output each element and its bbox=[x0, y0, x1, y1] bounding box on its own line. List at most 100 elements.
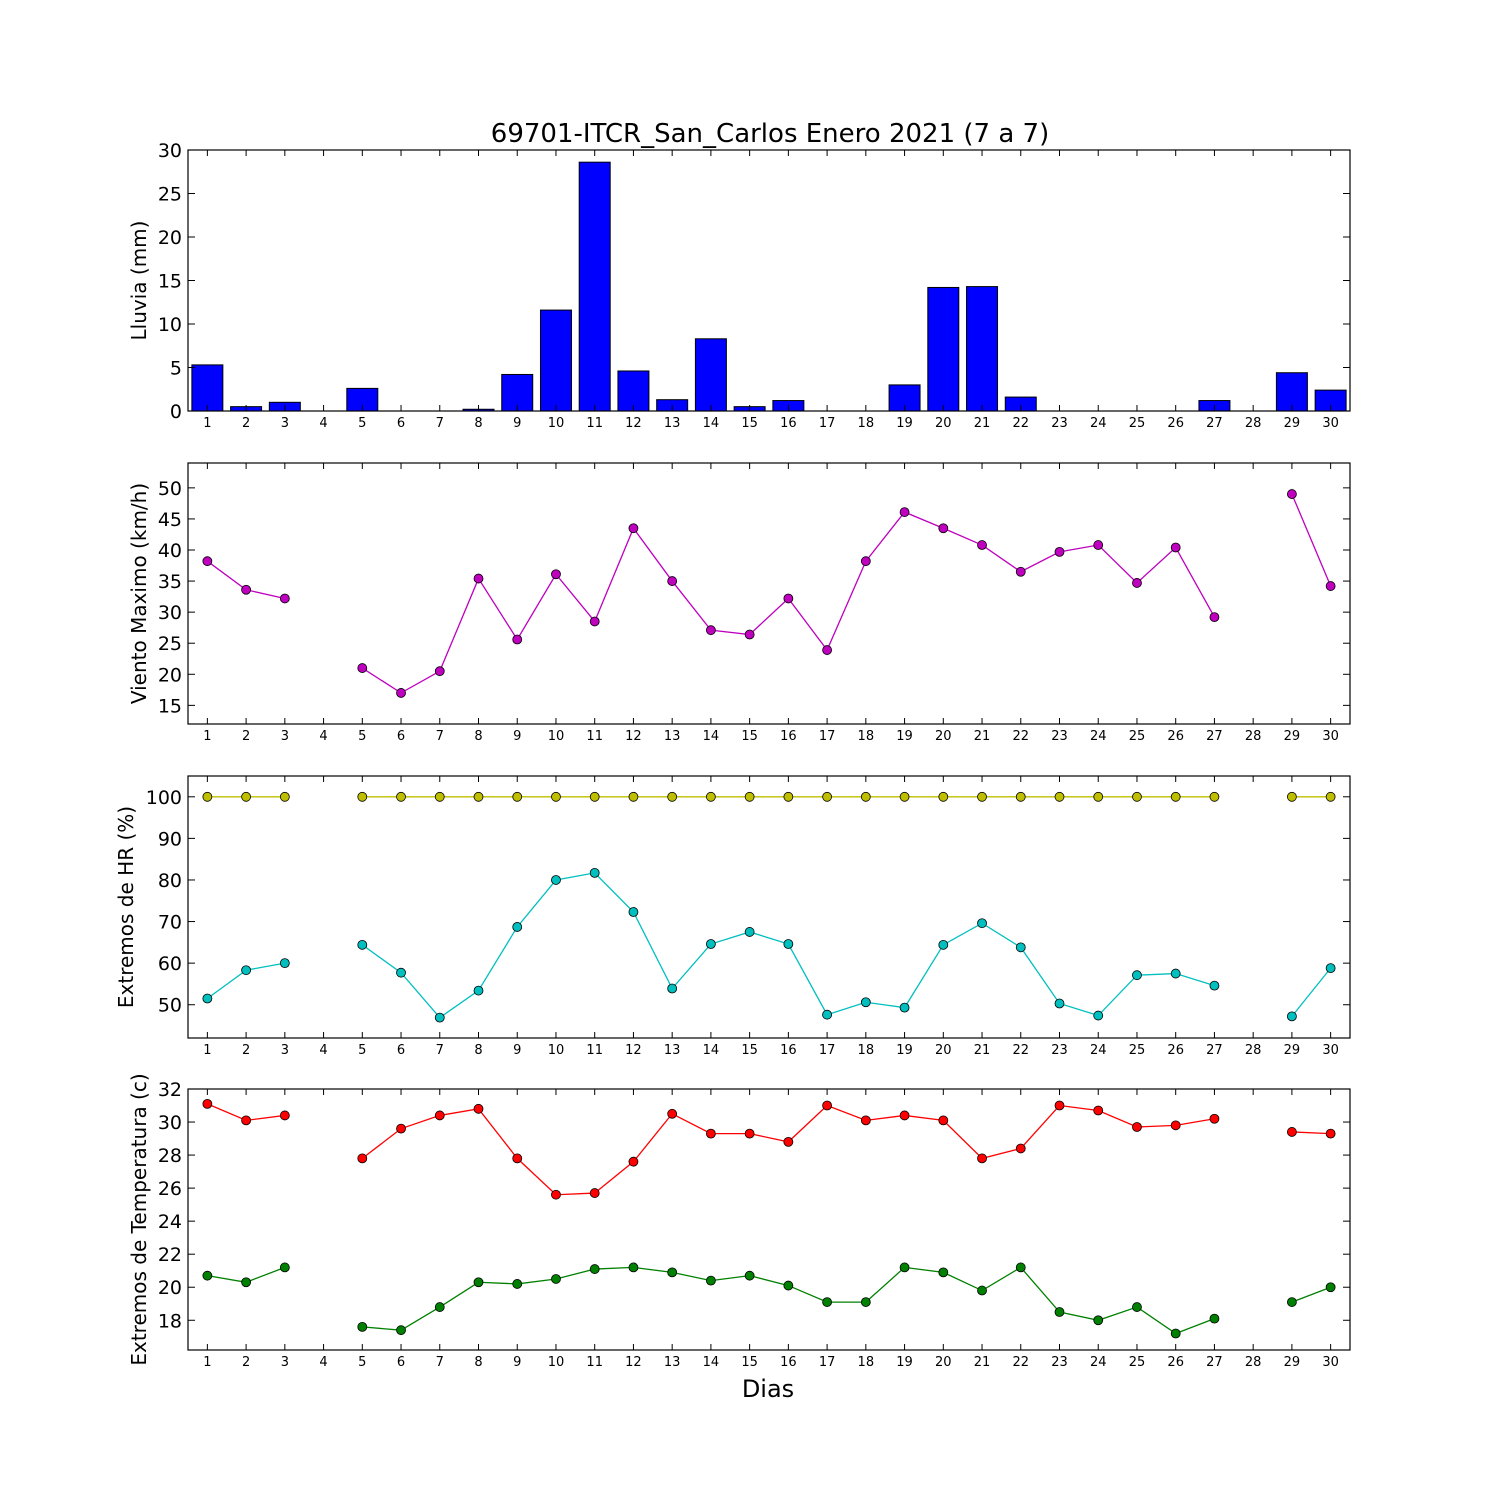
rain-bar-day-21 bbox=[966, 286, 999, 412]
x-tick-label: 22 bbox=[1012, 729, 1029, 744]
hr_max-point-day-23 bbox=[1054, 791, 1065, 802]
x-tick-label: 17 bbox=[819, 1043, 836, 1058]
temp_max-point-day-25 bbox=[1132, 1122, 1142, 1132]
rain-bar-day-14 bbox=[694, 338, 727, 412]
hr_max-point-day-13 bbox=[667, 791, 678, 802]
y-tick-label: 24 bbox=[158, 1211, 182, 1233]
wind-point-day-26 bbox=[1170, 542, 1181, 553]
wind-point-day-11 bbox=[589, 616, 600, 627]
temp_min-point-day-12 bbox=[628, 1262, 639, 1273]
temp_min-point-day-20 bbox=[938, 1267, 949, 1278]
temp_min-point-day-6 bbox=[396, 1325, 406, 1336]
temp_min-point-day-11 bbox=[589, 1264, 600, 1274]
temp_max-point-day-19 bbox=[899, 1110, 910, 1121]
hr_max-point-day-29 bbox=[1287, 791, 1297, 802]
temp_min-point-day-18 bbox=[860, 1297, 871, 1307]
x-tick-label: 17 bbox=[819, 729, 836, 744]
hr_min-point-day-11 bbox=[589, 867, 600, 878]
wind-point-day-22 bbox=[1015, 566, 1026, 577]
x-tick-label: 15 bbox=[741, 1043, 758, 1058]
wind-point-day-16 bbox=[783, 593, 794, 604]
temp_min-point-day-29 bbox=[1287, 1297, 1297, 1307]
x-tick-label: 10 bbox=[548, 1355, 565, 1370]
hr_min-point-day-10 bbox=[551, 875, 561, 885]
wind-panel-frame bbox=[187, 462, 1351, 725]
x-tick-label: 6 bbox=[397, 1355, 405, 1370]
x-tick-label: 15 bbox=[741, 416, 758, 431]
temp_max-line-2 bbox=[1291, 1131, 1331, 1135]
temp_min-point-day-22 bbox=[1015, 1262, 1026, 1273]
wind-point-day-18 bbox=[860, 556, 871, 567]
x-tick-label: 26 bbox=[1167, 729, 1184, 744]
rain-bar-day-12 bbox=[617, 370, 650, 412]
wind-point-day-8 bbox=[473, 573, 484, 584]
hr_max-point-day-9 bbox=[512, 791, 523, 802]
y-tick-label: 70 bbox=[158, 912, 182, 934]
x-tick-label: 20 bbox=[935, 416, 952, 431]
hr_min-point-day-19 bbox=[899, 1002, 910, 1013]
x-tick-label: 24 bbox=[1090, 729, 1107, 744]
x-tick-label: 12 bbox=[625, 1043, 642, 1058]
x-tick-label: 1 bbox=[203, 1043, 211, 1058]
hr_max-point-day-16 bbox=[783, 791, 794, 802]
hr_min-point-day-7 bbox=[434, 1012, 445, 1023]
x-tick-label: 13 bbox=[664, 1355, 681, 1370]
x-tick-label: 26 bbox=[1167, 416, 1184, 431]
hr_min-point-day-18 bbox=[860, 997, 871, 1008]
y-tick-label: 22 bbox=[158, 1244, 182, 1266]
temp_max-point-day-7 bbox=[434, 1110, 445, 1121]
hr_min-point-day-26 bbox=[1170, 968, 1181, 979]
x-tick-label: 29 bbox=[1284, 416, 1301, 431]
x-tick-label: 1 bbox=[203, 416, 211, 431]
x-tick-label: 30 bbox=[1322, 729, 1339, 744]
x-tick-label: 5 bbox=[358, 729, 366, 744]
hr_max-point-day-17 bbox=[822, 791, 832, 802]
y-tick-label: 28 bbox=[158, 1145, 182, 1167]
x-tick-label: 4 bbox=[319, 416, 327, 431]
hr_max-point-day-21 bbox=[977, 791, 987, 802]
x-tick-label: 18 bbox=[858, 729, 875, 744]
x-tick-label: 5 bbox=[358, 1355, 366, 1370]
hr_min-point-day-16 bbox=[783, 939, 794, 949]
wind-point-day-5 bbox=[357, 663, 368, 673]
temp_min-point-day-7 bbox=[434, 1302, 445, 1312]
x-tick-label: 8 bbox=[474, 416, 482, 431]
temp_min-point-day-17 bbox=[822, 1297, 832, 1307]
temp_min-point-day-9 bbox=[512, 1279, 523, 1289]
hr_min-point-day-5 bbox=[357, 939, 368, 950]
x-tick-label: 30 bbox=[1322, 416, 1339, 431]
temp_max-point-day-15 bbox=[744, 1128, 755, 1139]
x-tick-label: 19 bbox=[896, 729, 913, 744]
wind-point-day-7 bbox=[434, 666, 445, 677]
y-tick-label: 15 bbox=[158, 695, 182, 717]
x-tick-label: 15 bbox=[741, 1355, 758, 1370]
x-tick-label: 29 bbox=[1284, 729, 1301, 744]
hr_min-point-day-3 bbox=[279, 958, 290, 969]
rain-bar-day-1 bbox=[191, 364, 224, 412]
temp_max-line-1 bbox=[361, 1104, 1215, 1196]
x-tick-label: 30 bbox=[1322, 1355, 1339, 1370]
y-tick-label: 20 bbox=[158, 1277, 182, 1299]
x-tick-label: 12 bbox=[625, 416, 642, 431]
x-tick-label: 28 bbox=[1245, 729, 1262, 744]
temp_max-point-day-18 bbox=[860, 1115, 871, 1126]
hr_max-point-day-14 bbox=[706, 791, 716, 802]
temp_max-point-day-10 bbox=[551, 1189, 561, 1200]
temp_max-point-day-13 bbox=[667, 1108, 678, 1119]
x-tick-label: 25 bbox=[1129, 1355, 1146, 1370]
y-tick-label: 32 bbox=[158, 1079, 182, 1101]
x-tick-label: 14 bbox=[703, 1355, 720, 1370]
y-tick-label: 30 bbox=[158, 602, 182, 624]
temp_max-point-day-5 bbox=[357, 1153, 368, 1164]
hr_min-line-2 bbox=[1291, 967, 1332, 1017]
x-tick-label: 13 bbox=[664, 1043, 681, 1058]
temp_max-point-day-2 bbox=[241, 1115, 252, 1126]
hr_max-point-day-7 bbox=[434, 791, 445, 802]
x-tick-label: 9 bbox=[513, 1355, 521, 1370]
hr_max-point-day-30 bbox=[1325, 791, 1336, 802]
x-tick-label: 11 bbox=[586, 416, 603, 431]
y-axis-label: Lluvia (mm) bbox=[127, 221, 151, 341]
temp_max-point-day-1 bbox=[202, 1098, 213, 1109]
y-tick-label: 45 bbox=[158, 509, 182, 531]
